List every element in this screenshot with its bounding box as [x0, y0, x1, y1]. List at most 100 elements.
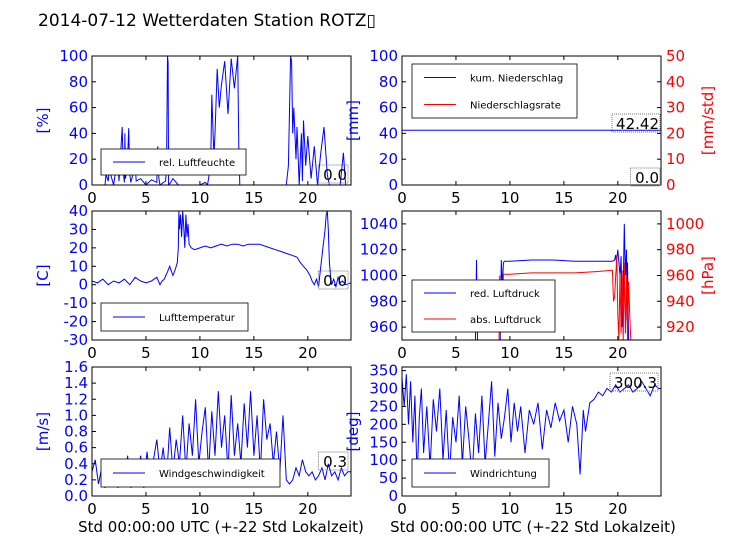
value-label-box	[317, 270, 349, 290]
y2-tick-label: 30	[666, 99, 685, 117]
plot-frame	[91, 210, 352, 341]
value-label: 42.42	[616, 115, 659, 133]
value-label: 0.0	[635, 169, 659, 187]
y-tick-label: 30	[69, 220, 88, 238]
value-label-box	[317, 451, 349, 471]
y-tick-label: 40	[69, 124, 88, 142]
plot-frame	[401, 55, 662, 186]
y-tick-label: 0.0	[64, 487, 88, 505]
legend-label: Windgeschwindigkeit	[159, 469, 265, 480]
pressure-panel: 0 5 10 15 20 960 980 1000 1020 1040 920 940 960 980 10…	[360, 210, 717, 362]
y-tick-label: -20	[64, 313, 89, 331]
precipitation-panel: 0 5 10 15 20 0 20 40 60 80 100 0 10 20 30 40 50 [mm] [mm/s…	[344, 47, 717, 207]
y2-tick-label: 960	[666, 267, 695, 285]
y-tick-label: 1000	[360, 267, 398, 285]
legend-box	[411, 279, 556, 333]
wind-speed-panel: 0 5 10 15 20 0.00.20.40.60.81.01.21.41.6 [m/s]…	[34, 358, 352, 518]
y2-tick-label: 50	[666, 47, 685, 65]
x-tick-label: 15	[244, 189, 263, 207]
y-tick-label: 1.6	[64, 358, 88, 376]
y2-tick-label: 40	[666, 73, 685, 91]
x-tick-label: 15	[554, 344, 573, 362]
y2-tick-label: 1000	[666, 215, 704, 233]
x-tick-label: 15	[244, 344, 263, 362]
x-tick-label: 10	[190, 344, 209, 362]
y2-tick-label: 980	[666, 241, 695, 259]
x-tick-label: 20	[298, 189, 317, 207]
y2-axis-label: [hPa]	[699, 256, 717, 295]
y2-axis-label: [mm/std]	[699, 86, 717, 155]
y-tick-label: 0	[78, 276, 88, 294]
y-tick-label: 20	[69, 150, 88, 168]
y-tick-label: 50	[379, 469, 398, 487]
y-tick-label: 0.2	[64, 471, 88, 489]
y-tick-label: 1.4	[64, 374, 88, 392]
y-tick-label: 250	[369, 397, 398, 415]
legend-label: abs. Luftdruck	[470, 315, 541, 326]
x-tick-label: 0	[397, 189, 407, 207]
y-tick-label: 0	[78, 176, 88, 194]
y-axis-label: [mm]	[344, 100, 362, 141]
x-tick-label: 0	[397, 344, 407, 362]
x-tick-label: 5	[451, 189, 461, 207]
series-line-red-luftdruck	[474, 223, 630, 340]
x-tick-label: 20	[608, 500, 627, 518]
y-axis-label: [m/s]	[34, 412, 52, 451]
y-tick-label: 0.6	[64, 439, 88, 457]
x-tick-label: 0	[87, 344, 97, 362]
y-tick-label: 40	[69, 202, 88, 220]
plot-frame	[401, 366, 662, 497]
y-tick-label: 80	[379, 73, 398, 91]
y2-tick-label: 940	[666, 292, 695, 310]
x-tick-label: 5	[451, 344, 461, 362]
x-tick-label: 0	[397, 500, 407, 518]
legend-label: rel. Luftfeuchte	[159, 158, 235, 169]
legend-box	[411, 63, 578, 119]
y-axis-label: [deg]	[344, 412, 362, 452]
x-tick-label: 15	[554, 189, 573, 207]
y2-tick-label: 10	[666, 150, 685, 168]
y-tick-label: 1.2	[64, 390, 88, 408]
value-label: 0.3	[323, 453, 347, 471]
y-tick-label: 200	[369, 415, 398, 433]
plot-frame	[91, 55, 352, 186]
x-tick-label: 20	[608, 189, 627, 207]
x-tick-label: 20	[608, 344, 627, 362]
humidity-panel: 0 5 10 15 20 0 20 40 60 80 100 [%] 0.0 rel. Luftfeuch…	[34, 47, 352, 207]
x-tick-label: 10	[190, 189, 209, 207]
x-tick-label: 5	[451, 500, 461, 518]
y-tick-label: 100	[59, 47, 88, 65]
legend-label: Lufttemperatur	[159, 313, 236, 324]
y-tick-label: 100	[369, 451, 398, 469]
y-tick-label: 20	[69, 239, 88, 257]
y-tick-label: 0.8	[64, 423, 88, 441]
legend-label: kum. Niederschlag	[470, 74, 563, 85]
x-axis-label-left: Std 00:00:00 UTC (+-22 Std Lokalzeit)	[78, 518, 364, 536]
y-tick-label: 1020	[360, 241, 398, 259]
x-tick-label: 5	[141, 344, 151, 362]
y-tick-label: 960	[369, 318, 398, 336]
y-tick-label: 20	[379, 150, 398, 168]
legend-label: red. Luftdruck	[470, 289, 540, 300]
series-line-lufttemperatur	[92, 211, 351, 289]
x-tick-label: 10	[190, 500, 209, 518]
x-tick-label: 20	[298, 344, 317, 362]
value-label: 300.3	[614, 374, 657, 392]
y-tick-label: 1040	[360, 215, 398, 233]
value-label-box	[609, 372, 659, 392]
figure-title: 2014-07-12 Wetterdaten Station ROTZ▯	[38, 11, 376, 31]
y2-tick-label: 20	[666, 124, 685, 142]
value-label-box	[317, 164, 349, 184]
value-label: 0.0	[323, 166, 347, 184]
y-tick-label: 150	[369, 433, 398, 451]
y-tick-label: 80	[69, 73, 88, 91]
y-tick-label: 0	[388, 176, 398, 194]
y-tick-label: 0.4	[64, 455, 88, 473]
value-label-box	[611, 113, 661, 133]
x-tick-label: 15	[244, 500, 263, 518]
y-tick-label: 300	[369, 380, 398, 398]
x-tick-label: 15	[554, 500, 573, 518]
y-tick-label: 40	[379, 124, 398, 142]
